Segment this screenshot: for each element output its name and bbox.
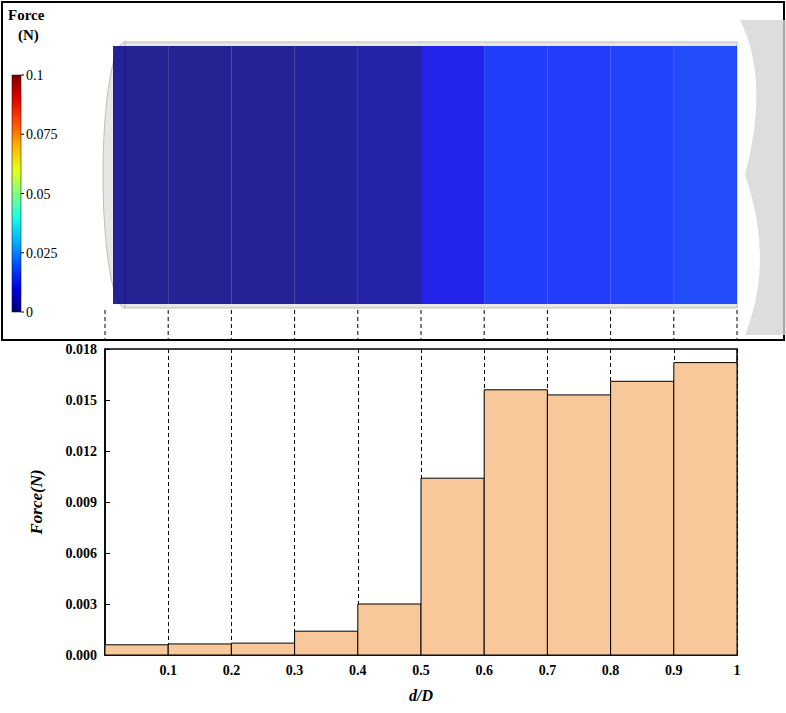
svg-text:Force: Force (8, 7, 45, 23)
svg-text:0.3: 0.3 (286, 663, 304, 678)
svg-text:0.8: 0.8 (602, 663, 620, 678)
svg-text:0.7: 0.7 (539, 663, 557, 678)
svg-text:0.009: 0.009 (66, 495, 98, 510)
svg-text:Force(N): Force(N) (27, 469, 46, 535)
svg-text:0.9: 0.9 (665, 663, 683, 678)
svg-text:0.5: 0.5 (412, 663, 430, 678)
svg-text:1: 1 (734, 663, 741, 678)
svg-text:0.006: 0.006 (66, 546, 98, 561)
svg-text:0.003: 0.003 (66, 597, 98, 612)
svg-text:0.018: 0.018 (66, 342, 98, 357)
svg-text:0.075: 0.075 (26, 127, 58, 142)
svg-text:0.000: 0.000 (66, 648, 98, 663)
svg-text:0.015: 0.015 (66, 393, 98, 408)
svg-text:0.1: 0.1 (26, 68, 44, 83)
svg-text:0.05: 0.05 (26, 187, 51, 202)
svg-text:0.025: 0.025 (26, 246, 58, 261)
svg-text:d/D: d/D (409, 687, 433, 704)
svg-text:0.1: 0.1 (159, 663, 177, 678)
svg-text:(N): (N) (18, 27, 39, 44)
svg-text:0.2: 0.2 (223, 663, 241, 678)
svg-text:0.6: 0.6 (475, 663, 493, 678)
svg-text:0.012: 0.012 (66, 444, 98, 459)
svg-text:0: 0 (26, 305, 33, 320)
svg-text:0.4: 0.4 (349, 663, 367, 678)
